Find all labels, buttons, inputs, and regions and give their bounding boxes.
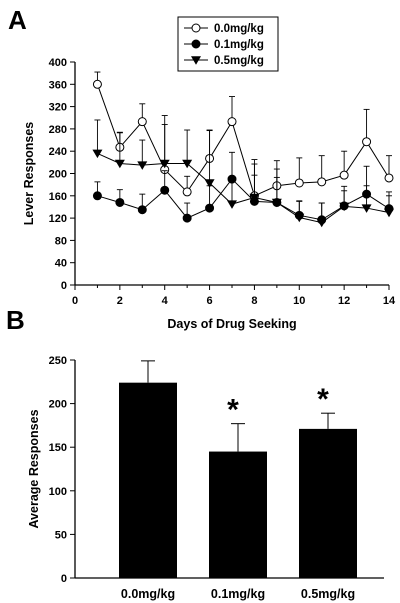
- data-point: [182, 213, 192, 223]
- line-chart-y-tick-label: 360: [49, 79, 67, 91]
- bar: [209, 451, 267, 578]
- line-chart-x-tick-label: 14: [383, 295, 396, 307]
- data-point: [159, 159, 170, 169]
- line-chart-y-tick-label: 200: [49, 169, 67, 181]
- data-point: [137, 117, 147, 127]
- data-point: [294, 178, 304, 188]
- bar-chart-y-tick-label: 150: [49, 442, 67, 454]
- series-line: [97, 152, 390, 224]
- data-point: [361, 204, 372, 213]
- line-chart-x-tick-label: 10: [293, 295, 305, 307]
- data-point: [384, 208, 394, 218]
- bar-chart-y-tick-label: 200: [49, 399, 67, 411]
- bar-chart-y-tick-label: 50: [55, 529, 67, 541]
- legend-label: 0.0mg/kg: [214, 23, 264, 35]
- line-chart-x-tick-label: 2: [117, 295, 123, 307]
- panel-label-b: B: [6, 305, 25, 335]
- line-chart-y-tick-label: 280: [49, 124, 67, 136]
- line-chart-x-tick-label: 4: [162, 295, 169, 307]
- data-point: [205, 203, 215, 213]
- bar-chart-bars: 0.0mg/kg 0.1mg/kg * 0.5mg/kg *: [119, 360, 357, 601]
- line-chart-y-tick-label: 320: [49, 102, 67, 114]
- legend-label: 0.1mg/kg: [214, 39, 264, 51]
- data-point: [227, 117, 237, 127]
- data-point: [137, 205, 147, 215]
- series-0-0mg-kg: [92, 71, 394, 201]
- data-point: [204, 179, 215, 188]
- data-point: [339, 202, 350, 212]
- line-chart-y-tick-label: 240: [49, 146, 67, 158]
- line-chart-y-tick-label: 160: [49, 191, 67, 203]
- data-point: [316, 218, 327, 228]
- data-point: [294, 213, 305, 223]
- legend-marker: [191, 56, 201, 65]
- data-point: [115, 197, 125, 207]
- bar-chart: 0 50 100 150 200 250 0.0mg/kg 0.1mg/kg * 0.5mg/k…: [27, 355, 384, 601]
- data-point: [182, 159, 193, 169]
- data-point: [92, 79, 102, 89]
- bar-chart-category-label: 0.5mg/kg: [301, 587, 355, 601]
- data-point: [317, 177, 327, 187]
- line-chart-y-tick-label: 400: [49, 57, 67, 69]
- data-point: [339, 170, 349, 180]
- data-point: [137, 161, 148, 170]
- bar-chart-y-tick-label: 250: [49, 355, 67, 367]
- line-chart-x-tick-label: 8: [251, 295, 257, 307]
- legend-marker: [191, 23, 201, 33]
- data-point: [182, 187, 192, 197]
- line-chart-y-axis-title: Lever Responses: [22, 122, 36, 226]
- bar: [119, 382, 177, 578]
- data-point: [92, 149, 103, 159]
- significance-marker: *: [227, 394, 239, 427]
- legend-marker: [191, 39, 201, 49]
- data-point: [249, 193, 260, 203]
- bar: [299, 428, 357, 578]
- data-point: [227, 200, 237, 209]
- bar-chart-y-axis-title: Average Responses: [27, 409, 41, 528]
- legend-label: 0.5mg/kg: [214, 55, 264, 67]
- line-chart-x-tick-label: 12: [338, 295, 350, 307]
- panel-label-a: A: [8, 5, 27, 35]
- line-chart-legend: 0.0mg/kg 0.1mg/kg 0.5mg/kg: [177, 16, 279, 72]
- line-chart-x-axis-title: Days of Drug Seeking: [167, 317, 296, 331]
- line-chart-series: [92, 71, 394, 228]
- line-chart-x-tick-label: 6: [207, 295, 213, 307]
- series-0-5mg-kg: [92, 119, 394, 228]
- bar-chart-category-label: 0.1mg/kg: [211, 587, 265, 601]
- line-chart: 0 40 80 120 160 200 240 280 320 360 400 0 2 4 6 8 10 12 14…: [22, 16, 396, 331]
- line-chart-y-tick-label: 80: [55, 235, 67, 247]
- data-point: [271, 198, 282, 208]
- bar-chart-y-tick-label: 100: [49, 486, 67, 498]
- significance-marker: *: [317, 383, 329, 416]
- line-chart-y-tick-label: 40: [55, 258, 67, 270]
- data-point: [92, 191, 102, 201]
- data-point: [160, 185, 170, 195]
- series-0-1mg-kg: [92, 151, 394, 225]
- data-point: [362, 137, 372, 147]
- line-chart-y-tick-label: 0: [61, 280, 67, 292]
- bar-chart-category-label: 0.0mg/kg: [121, 587, 175, 601]
- bar-chart-y-tick-label: 0: [61, 573, 67, 585]
- data-point: [114, 159, 125, 169]
- line-chart-x-tick-label: 0: [72, 295, 78, 307]
- data-point: [384, 173, 394, 183]
- line-chart-y-tick-label: 120: [49, 213, 67, 225]
- line-chart-axes: 0 40 80 120 160 200 240 280 320 360 400 0 2 4 6 8 10 12 14: [49, 57, 396, 307]
